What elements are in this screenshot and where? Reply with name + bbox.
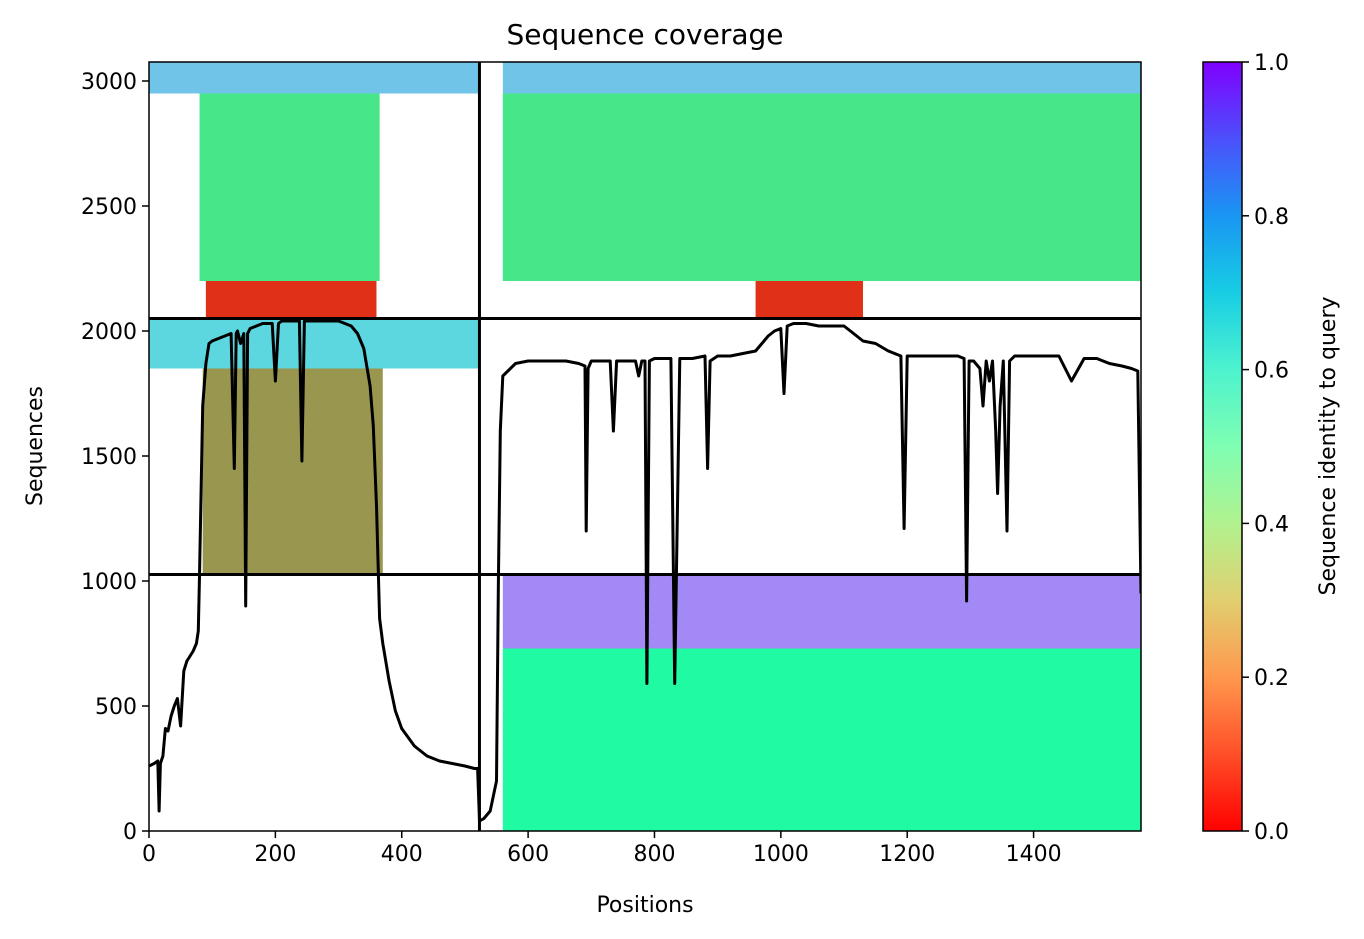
plot-area (148, 61, 1142, 832)
y-axis-ticks: 0 500 1000 1500 2000 2500 3000 (81, 70, 149, 845)
msa-region (205, 281, 377, 319)
chain1-only-msa (149, 318, 480, 575)
chain2-only-msa (502, 574, 1141, 831)
plot-frame (148, 61, 1142, 832)
colorbar-tick-label: 0.4 (1254, 512, 1289, 537)
colorbar-ticks: 0.0 0.2 0.4 0.6 0.8 1.0 (1242, 51, 1289, 845)
x-axis-ticks: 0 200 400 600 800 1000 1200 1400 (142, 831, 1062, 867)
y-tick-label: 2000 (81, 320, 137, 345)
msa-region (202, 368, 383, 575)
msa-region (502, 574, 1141, 649)
chain2-msa (502, 62, 1141, 319)
colorbar-gradient (1202, 61, 1243, 832)
x-tick-label: 600 (507, 842, 549, 867)
msa-region (149, 62, 480, 94)
msa-region (755, 281, 863, 319)
colorbar-tick-label: 0.6 (1254, 359, 1289, 384)
colorbar-tick-label: 1.0 (1254, 51, 1289, 76)
msa-region (502, 62, 1141, 94)
y-tick-label: 0 (123, 820, 137, 845)
msa-region (502, 648, 1141, 831)
chain1-msa (149, 62, 480, 319)
msa-region (199, 93, 380, 281)
x-tick-label: 1400 (1006, 842, 1062, 867)
x-tick-label: 800 (633, 842, 675, 867)
colorbar-tick-label: 0.2 (1254, 666, 1289, 691)
msa-region (502, 93, 1141, 281)
y-axis-label: Sequences (23, 386, 48, 506)
x-tick-label: 1000 (753, 842, 809, 867)
x-tick-label: 1200 (879, 842, 935, 867)
msa-region (149, 318, 480, 369)
y-tick-label: 1000 (81, 570, 137, 595)
x-axis-label: Positions (596, 893, 693, 918)
coverage-line (149, 319, 1141, 823)
colorbar-tick-label: 0.8 (1254, 205, 1289, 230)
y-tick-label: 3000 (81, 70, 137, 95)
x-tick-label: 200 (254, 842, 296, 867)
x-tick-label: 0 (142, 842, 156, 867)
x-tick-label: 400 (381, 842, 423, 867)
y-tick-label: 500 (95, 695, 137, 720)
y-tick-label: 2500 (81, 195, 137, 220)
msa-blocks (149, 62, 1141, 831)
y-tick-label: 1500 (81, 445, 137, 470)
colorbar: 0.0 0.2 0.4 0.6 0.8 1.0 Sequence identity to … (1202, 51, 1341, 845)
colorbar-tick-label: 0.0 (1254, 820, 1289, 845)
coverage-line-group (149, 319, 1141, 823)
chart-title: Sequence coverage (506, 18, 783, 51)
colorbar-label: Sequence identity to query (1316, 296, 1341, 595)
